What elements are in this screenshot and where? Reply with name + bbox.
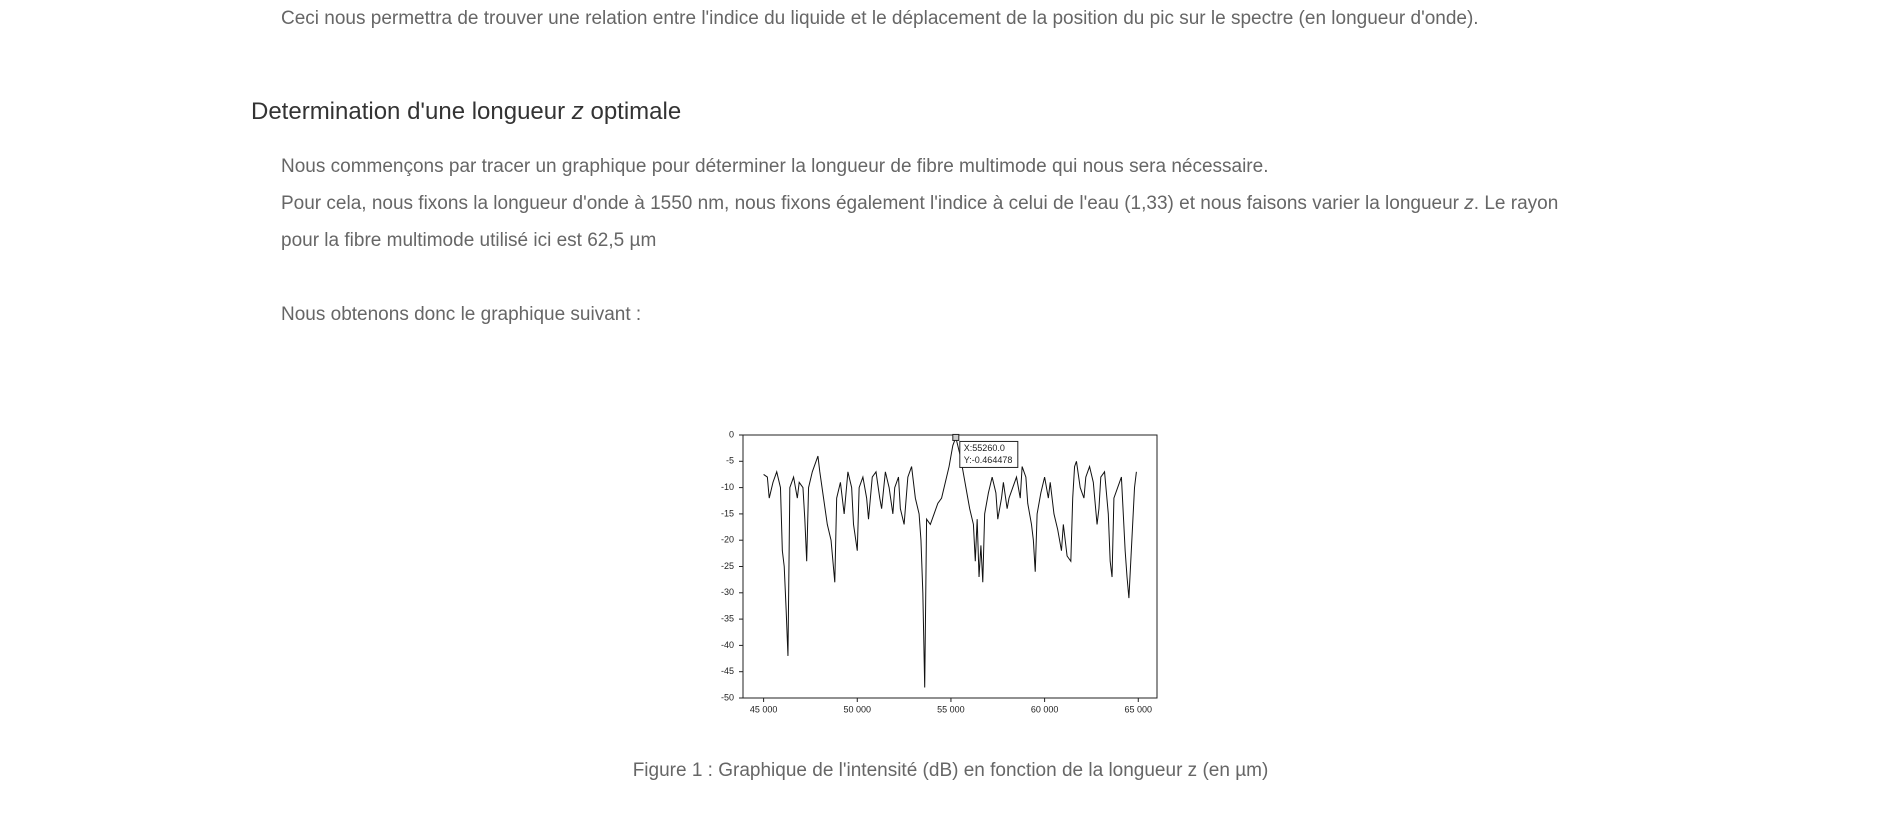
y-tick-label: -20 — [721, 535, 734, 545]
x-tick-label: 50 000 — [844, 704, 872, 714]
heading-variable: z — [571, 98, 584, 125]
x-tick-label: 45 000 — [750, 704, 778, 714]
datatip-label: X:55260.0 — [964, 443, 1005, 453]
data-line — [763, 435, 1137, 688]
y-tick-label: -15 — [721, 508, 734, 518]
heading-text: Determination d'une longueur — [251, 98, 572, 125]
y-tick-label: -25 — [721, 561, 734, 571]
paragraph: Ceci nous permettra de trouver une relat… — [281, 8, 1479, 29]
figure-caption: Figure 1 : Graphique de l'intensité (dB)… — [632, 760, 1269, 781]
paragraph: Pour cela, nous fixons la longueur d'ond… — [281, 185, 1591, 259]
paragraph-text: Pour cela, nous fixons la longueur d'ond… — [281, 193, 1465, 214]
y-tick-label: -35 — [721, 613, 734, 623]
y-tick-label: -50 — [721, 692, 734, 702]
paragraph-variable: z — [1464, 193, 1474, 214]
section-heading: Determination d'une longueur z optimale — [251, 95, 681, 129]
y-tick-label: -45 — [721, 666, 734, 676]
x-tick-label: 55 000 — [937, 704, 965, 714]
plot-frame — [742, 434, 1158, 699]
paragraph: Nous commençons par tracer un graphique … — [281, 156, 1269, 177]
y-tick-label: -10 — [721, 482, 734, 492]
y-tick-label: -40 — [721, 640, 734, 650]
y-tick-label: -30 — [721, 587, 734, 597]
paragraph-text: . Le rayon pour la fibre multimode utili… — [281, 193, 1559, 251]
x-tick-label: 60 000 — [1031, 704, 1059, 714]
datatip-marker — [952, 433, 960, 441]
y-tick-label: -5 — [726, 456, 734, 466]
paragraph: Nous obtenons donc le graphique suivant … — [281, 304, 642, 325]
datatip-box — [959, 440, 1019, 468]
x-tick-label: 65 000 — [1125, 704, 1153, 714]
y-tick-label: 0 — [729, 429, 734, 439]
heading-text: optimale — [583, 98, 682, 125]
datatip-label: Y:-0.464478 — [964, 455, 1013, 465]
chart: 0 -5 -10 -15 -20 -25 -30 -35 -40 -45 -50 45 000 50 0… — [721, 429, 1158, 714]
